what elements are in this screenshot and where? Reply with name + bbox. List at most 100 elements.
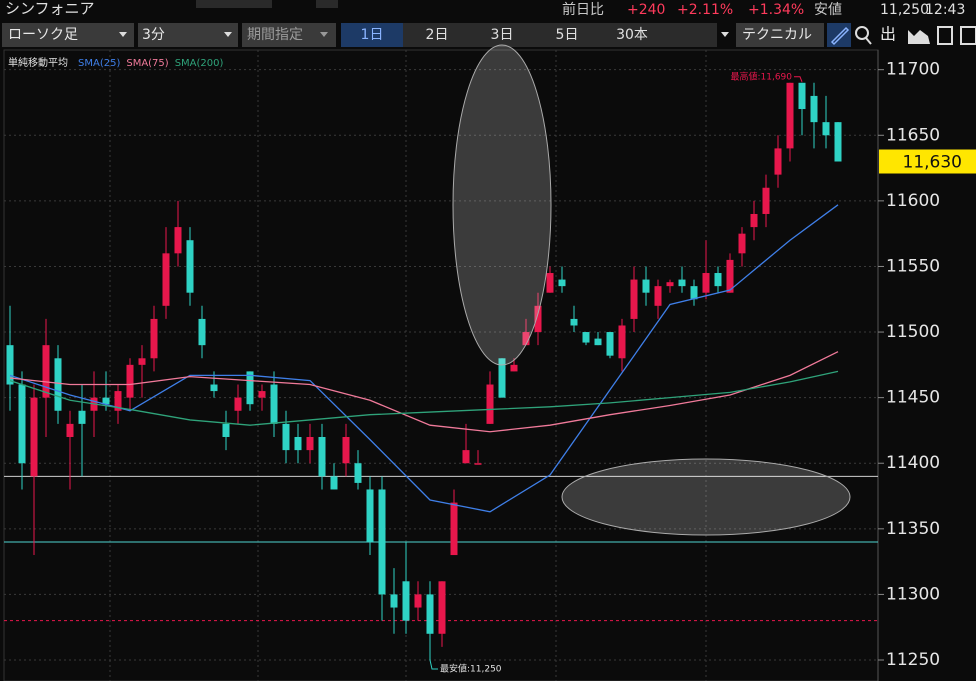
candle-body bbox=[678, 279, 686, 287]
change-pct2: +1.34% bbox=[748, 2, 804, 18]
candle-body bbox=[690, 286, 698, 300]
candle-body bbox=[546, 273, 554, 293]
candle-body bbox=[510, 364, 518, 372]
dropdown-arrow bbox=[721, 32, 729, 37]
candle-body bbox=[318, 436, 326, 477]
candle-body bbox=[402, 581, 410, 621]
candle-body bbox=[474, 463, 482, 465]
low-note: 最安値:11,250 bbox=[440, 663, 502, 675]
candle-body bbox=[534, 305, 542, 333]
candle-body bbox=[366, 489, 374, 542]
candle-body bbox=[102, 397, 110, 405]
candle-body bbox=[726, 259, 734, 293]
y-tick-label: 11700 bbox=[886, 60, 940, 80]
candle-body bbox=[198, 318, 206, 346]
period: 期間指定 bbox=[247, 27, 303, 43]
candle-body bbox=[654, 286, 662, 306]
chart-kind: ローソク足 bbox=[8, 27, 78, 43]
candle-body bbox=[666, 282, 674, 287]
candle-body bbox=[438, 581, 446, 634]
stock-name: シンフォニア bbox=[5, 0, 95, 18]
candle-body bbox=[162, 253, 170, 306]
interval-select[interactable] bbox=[138, 23, 238, 47]
technical-button[interactable] bbox=[736, 23, 824, 47]
candle-body bbox=[414, 594, 422, 608]
drawing-ellipse[interactable] bbox=[452, 44, 552, 366]
plot-area bbox=[3, 49, 879, 681]
range-button[interactable]: 2日 bbox=[426, 27, 449, 43]
candle-body bbox=[810, 95, 818, 123]
candle-body bbox=[498, 358, 506, 398]
range-button[interactable]: 3日 bbox=[491, 27, 514, 43]
y-tick-label: 11350 bbox=[886, 519, 940, 539]
candle-body bbox=[750, 213, 758, 228]
candle-body bbox=[606, 332, 614, 356]
icon bbox=[316, 0, 338, 8]
pencil-icon bbox=[830, 26, 850, 46]
candle-body bbox=[822, 122, 830, 136]
range-button[interactable]: 5日 bbox=[556, 27, 579, 43]
range-selected bbox=[341, 23, 403, 47]
high-note: 最高値:11,690 bbox=[730, 70, 792, 82]
y-tick-label: 11450 bbox=[886, 388, 940, 408]
candle-body bbox=[174, 227, 182, 254]
candle-body bbox=[234, 397, 242, 411]
save-icon[interactable] bbox=[937, 26, 953, 45]
legend-entry: SMA(200) bbox=[175, 58, 224, 69]
interval: 3分 bbox=[142, 27, 165, 43]
candle-body bbox=[330, 476, 338, 490]
candle-body bbox=[582, 332, 590, 343]
candle-body bbox=[66, 423, 74, 437]
candle-body bbox=[246, 371, 254, 405]
candle-body bbox=[30, 397, 38, 477]
y-tick-label: 11500 bbox=[886, 322, 940, 342]
candle-body bbox=[282, 423, 290, 451]
low-pointer bbox=[429, 659, 438, 670]
candle-body bbox=[342, 436, 350, 464]
range-button[interactable]: 1日 bbox=[361, 27, 384, 43]
folder-icon[interactable] bbox=[960, 26, 976, 45]
candle-body bbox=[594, 338, 602, 346]
drawing-ellipse[interactable] bbox=[561, 458, 851, 536]
candle-body bbox=[210, 384, 218, 392]
candle-body bbox=[306, 436, 314, 451]
period-select[interactable] bbox=[242, 23, 336, 47]
chart-icon[interactable] bbox=[908, 30, 930, 44]
market-tab bbox=[196, 0, 272, 8]
candle-body bbox=[786, 82, 794, 149]
candle-body bbox=[126, 364, 134, 398]
candle-body bbox=[522, 332, 530, 346]
candle-body bbox=[774, 148, 782, 175]
range-bar bbox=[341, 23, 717, 47]
candle-body bbox=[714, 273, 722, 287]
candle-body bbox=[558, 279, 566, 287]
y-tick-label: 11600 bbox=[886, 191, 940, 211]
candle-body bbox=[378, 489, 386, 595]
candle-body bbox=[834, 122, 842, 162]
output-icon[interactable]: 出 bbox=[880, 25, 896, 44]
candle-body bbox=[762, 187, 770, 214]
candle-body bbox=[630, 279, 638, 319]
sma-line bbox=[9, 370, 839, 426]
candle-body bbox=[150, 318, 158, 359]
sma-line bbox=[9, 204, 839, 513]
high-pointer bbox=[794, 76, 803, 82]
candle-body bbox=[258, 391, 266, 398]
zoom-icon[interactable] bbox=[855, 26, 869, 40]
dropdown-arrow bbox=[320, 32, 328, 37]
candle-body bbox=[54, 358, 62, 411]
y-tick-label: 11550 bbox=[886, 256, 940, 276]
y-tick-label: 11650 bbox=[886, 125, 940, 145]
candle-body bbox=[6, 345, 14, 385]
candle-body bbox=[450, 502, 458, 556]
current-price: 11,630 bbox=[903, 153, 962, 173]
candle-body bbox=[738, 233, 746, 254]
dropdown-arrow bbox=[119, 32, 127, 37]
dropdown-arrow bbox=[224, 32, 232, 37]
change: +240 bbox=[627, 2, 665, 18]
range-button[interactable]: 30本 bbox=[616, 27, 648, 43]
chart-kind-select[interactable] bbox=[2, 23, 134, 47]
time: 12:43 bbox=[925, 2, 965, 18]
candle-body bbox=[186, 240, 194, 293]
current-price-tag bbox=[879, 149, 976, 174]
